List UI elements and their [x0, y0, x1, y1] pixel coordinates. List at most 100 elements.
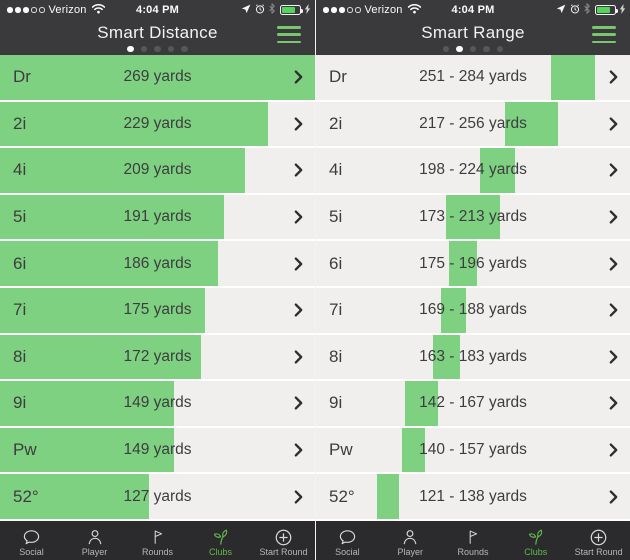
person-icon [401, 528, 419, 546]
range-bar [505, 101, 558, 147]
range-bar [402, 427, 425, 473]
range-value: 217 - 256 yards [419, 114, 527, 132]
carrier-label: Verizon [48, 4, 87, 16]
chevron-right-icon [609, 256, 618, 271]
tab-player[interactable]: Player [379, 521, 442, 560]
club-row[interactable]: 2i 229 yards [0, 101, 315, 149]
club-row[interactable]: 6i 186 yards [0, 241, 315, 288]
tab-rounds[interactable]: Rounds [442, 521, 505, 560]
club-row[interactable]: Dr 251 - 284 yards [316, 55, 630, 102]
sprout-icon [526, 528, 546, 546]
club-label: 6i [13, 253, 27, 273]
club-row[interactable]: 8i 163 - 183 yards [316, 334, 630, 382]
chevron-right-icon [609, 443, 618, 458]
club-row[interactable]: 5i 191 yards [0, 194, 315, 242]
chevron-right-icon [609, 349, 618, 364]
wifi-icon [91, 1, 106, 19]
chevron-right-icon [294, 210, 303, 225]
flag-icon [465, 528, 481, 546]
range-value: 198 - 224 yards [419, 161, 527, 179]
row-surface: 52° 127 yards [0, 474, 315, 519]
range-bar [550, 55, 596, 100]
clock: 4:04 PM [451, 4, 495, 16]
club-label: 2i [13, 113, 27, 133]
tab-social[interactable]: Social [0, 521, 63, 560]
chevron-right-icon [609, 163, 618, 178]
distance-value: 175 yards [123, 301, 192, 319]
tab-clubs[interactable]: Clubs [189, 521, 252, 560]
tab-start-round[interactable]: Start Round [567, 521, 630, 560]
distance-value: 191 yards [123, 208, 192, 226]
club-row[interactable]: 5i 173 - 213 yards [316, 194, 630, 242]
battery-icon [279, 5, 303, 15]
chevron-right-icon [609, 70, 618, 85]
club-row[interactable]: 4i 198 - 224 yards [316, 148, 630, 195]
tab-clubs[interactable]: Clubs [504, 521, 567, 560]
range-value: 121 - 138 yards [419, 487, 527, 505]
range-value: 173 - 213 yards [419, 208, 527, 226]
row-surface: 2i 229 yards [0, 101, 315, 147]
range-value: 140 - 157 yards [419, 441, 527, 459]
club-row[interactable]: 52° 121 - 138 yards [316, 474, 630, 521]
range-value: 251 - 284 yards [419, 68, 527, 86]
tab-social[interactable]: Social [316, 521, 379, 560]
tab-label: Clubs [524, 547, 548, 557]
alarm-clock-icon [570, 1, 580, 19]
distance-value: 172 yards [123, 347, 192, 365]
menu-icon[interactable] [277, 26, 301, 43]
club-row[interactable]: Dr 269 yards [0, 55, 315, 102]
range-value: 169 - 188 yards [419, 301, 527, 319]
club-row[interactable]: 2i 217 - 256 yards [316, 101, 630, 149]
menu-icon[interactable] [592, 26, 616, 43]
chevron-right-icon [294, 256, 303, 271]
page-dots [316, 45, 630, 52]
page-dots [0, 45, 315, 52]
club-row[interactable]: 4i 209 yards [0, 148, 315, 195]
row-surface: 2i 217 - 256 yards [316, 101, 630, 147]
club-row[interactable]: 52° 127 yards [0, 474, 315, 521]
bluetooth-icon [583, 1, 591, 19]
row-surface: 5i 173 - 213 yards [316, 194, 630, 240]
phone-smart-distance: Verizon 4:04 PM Smart Distance Dr 269 yar… [0, 0, 315, 560]
row-surface: 52° 121 - 138 yards [316, 474, 630, 519]
wifi-icon [407, 1, 422, 19]
status-bar: Verizon 4:04 PM [316, 0, 630, 20]
chevron-right-icon [609, 116, 618, 131]
club-row[interactable]: 8i 172 yards [0, 334, 315, 382]
club-row[interactable]: 7i 169 - 188 yards [316, 287, 630, 335]
tab-label: Clubs [208, 547, 232, 557]
row-surface: 9i 142 - 167 yards [316, 381, 630, 426]
club-row[interactable]: 6i 175 - 196 yards [316, 241, 630, 288]
range-bar [376, 474, 400, 519]
tab-rounds[interactable]: Rounds [126, 521, 189, 560]
club-label: 9i [13, 393, 27, 413]
club-row[interactable]: Pw 140 - 157 yards [316, 427, 630, 475]
chevron-right-icon [294, 443, 303, 458]
club-label: Dr [13, 67, 31, 87]
distance-value: 229 yards [123, 114, 192, 132]
row-surface: 9i 149 yards [0, 381, 315, 426]
club-label: 4i [329, 160, 343, 180]
distance-bar [0, 474, 149, 519]
tab-label: Rounds [141, 547, 174, 557]
chevron-right-icon [609, 396, 618, 411]
tab-player[interactable]: Player [63, 521, 126, 560]
club-row[interactable]: 9i 149 yards [0, 381, 315, 428]
row-surface: 8i 172 yards [0, 334, 315, 380]
club-row[interactable]: 7i 175 yards [0, 287, 315, 335]
flag-icon [150, 528, 166, 546]
chevron-right-icon [294, 349, 303, 364]
chevron-right-icon [294, 70, 303, 85]
club-row[interactable]: Pw 149 yards [0, 427, 315, 475]
club-label: 5i [329, 207, 343, 227]
plus-circle-icon [274, 528, 293, 546]
tab-label: Start Round [574, 547, 623, 557]
plus-circle-icon [589, 528, 608, 546]
club-label: 7i [13, 300, 27, 320]
tab-start-round[interactable]: Start Round [252, 521, 315, 560]
club-row[interactable]: 9i 142 - 167 yards [316, 381, 630, 428]
distance-bar [0, 194, 224, 240]
distance-bar [0, 334, 202, 380]
club-label: 52° [329, 486, 355, 506]
row-surface: 6i 186 yards [0, 241, 315, 286]
